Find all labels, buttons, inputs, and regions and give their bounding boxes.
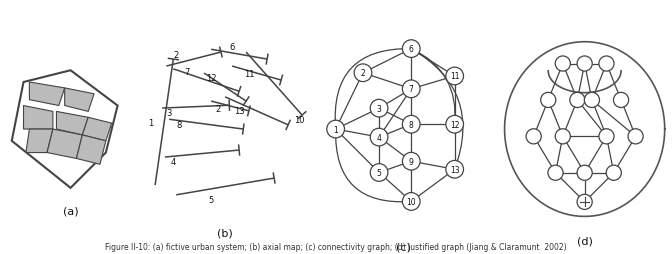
Text: Figure II-10: (a) fictive urban system; (b) axial map; (c) connectivity graph; (: Figure II-10: (a) fictive urban system; …	[106, 243, 566, 251]
Text: 11: 11	[244, 69, 254, 78]
Circle shape	[370, 164, 388, 182]
Text: 12: 12	[206, 73, 216, 83]
Text: 4: 4	[376, 133, 382, 142]
Circle shape	[577, 166, 592, 181]
Circle shape	[403, 41, 420, 58]
Circle shape	[403, 81, 420, 98]
Circle shape	[526, 129, 541, 144]
Text: 2: 2	[216, 104, 220, 113]
Text: 12: 12	[450, 120, 460, 129]
Circle shape	[446, 68, 464, 86]
Circle shape	[606, 166, 622, 181]
Text: 1: 1	[148, 118, 153, 127]
FancyArrowPatch shape	[335, 130, 411, 202]
Text: (c): (c)	[396, 242, 411, 252]
Text: 10: 10	[294, 115, 304, 124]
Circle shape	[555, 57, 571, 72]
Text: 9: 9	[409, 157, 414, 166]
Polygon shape	[11, 71, 118, 188]
Text: (d): (d)	[577, 235, 593, 245]
Polygon shape	[77, 135, 106, 165]
Circle shape	[614, 93, 628, 108]
Polygon shape	[56, 112, 88, 135]
Text: 10: 10	[407, 197, 416, 206]
Text: 11: 11	[450, 72, 460, 81]
Circle shape	[446, 161, 464, 178]
Circle shape	[403, 193, 420, 211]
Text: 8: 8	[409, 120, 414, 129]
Text: 3: 3	[376, 104, 382, 113]
Circle shape	[570, 93, 585, 108]
Text: 1: 1	[333, 125, 338, 134]
Text: 4: 4	[171, 157, 176, 166]
Polygon shape	[30, 83, 65, 106]
Circle shape	[370, 129, 388, 146]
Circle shape	[370, 100, 388, 118]
FancyArrowPatch shape	[335, 50, 411, 130]
Circle shape	[577, 195, 592, 210]
Polygon shape	[47, 130, 82, 159]
Text: 3: 3	[167, 108, 172, 117]
FancyArrowPatch shape	[411, 50, 463, 170]
Polygon shape	[65, 89, 94, 112]
Text: 5: 5	[208, 195, 214, 204]
Circle shape	[446, 116, 464, 134]
Text: 7: 7	[185, 68, 190, 77]
Circle shape	[577, 57, 592, 72]
Polygon shape	[24, 106, 53, 130]
Polygon shape	[26, 130, 53, 153]
Circle shape	[599, 129, 614, 144]
Text: 13: 13	[450, 165, 460, 174]
Text: 7: 7	[409, 85, 414, 94]
Text: 6: 6	[229, 43, 235, 52]
Circle shape	[599, 57, 614, 72]
Text: 2: 2	[173, 51, 179, 60]
Text: (b): (b)	[217, 227, 233, 237]
Text: 8: 8	[176, 121, 181, 130]
Circle shape	[354, 65, 372, 82]
Circle shape	[548, 166, 563, 181]
Text: (a): (a)	[62, 206, 79, 216]
FancyArrowPatch shape	[411, 50, 455, 125]
Text: 2: 2	[361, 69, 366, 78]
Circle shape	[555, 129, 571, 144]
Text: 13: 13	[234, 107, 245, 116]
Circle shape	[628, 129, 643, 144]
Circle shape	[541, 93, 556, 108]
Circle shape	[403, 116, 420, 134]
Polygon shape	[82, 118, 112, 141]
Circle shape	[403, 153, 420, 170]
Text: 5: 5	[376, 168, 382, 177]
Text: 6: 6	[409, 45, 414, 54]
Circle shape	[585, 93, 599, 108]
Circle shape	[327, 121, 345, 138]
